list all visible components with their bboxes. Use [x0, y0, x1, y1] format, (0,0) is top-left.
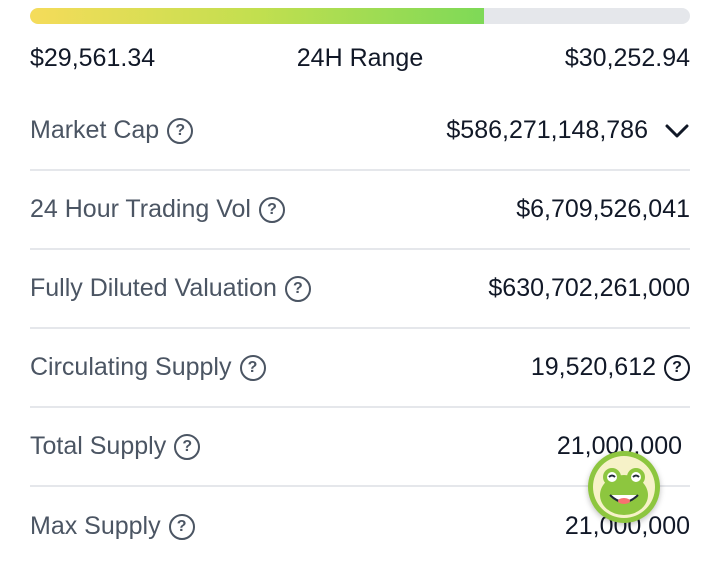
stat-row-max-supply: Max Supply ? 21,000,000: [30, 487, 690, 566]
stat-row-market-cap: Market Cap ? $586,271,148,786: [30, 92, 690, 171]
help-icon[interactable]: ?: [239, 354, 266, 381]
stat-value-group: $630,702,261,000: [488, 274, 690, 303]
help-icon[interactable]: ?: [168, 513, 195, 540]
stat-label-group: 24 Hour Trading Vol ?: [30, 195, 285, 224]
stat-label: Circulating Supply: [30, 353, 232, 381]
chevron-down-icon[interactable]: [664, 122, 690, 140]
stat-value-group: 19,520,612 ?: [531, 353, 690, 382]
stat-label: 24 Hour Trading Vol: [30, 195, 251, 223]
help-icon[interactable]: ?: [174, 433, 201, 460]
stat-value: $586,271,148,786: [446, 116, 648, 144]
stat-label: Market Cap: [30, 116, 160, 144]
range-low-value: $29,561.34: [30, 44, 156, 72]
24h-range-labels: $29,561.34 24H Range $30,252.94: [30, 40, 690, 76]
stat-value: 19,520,612: [530, 353, 656, 381]
stat-row-total-supply: Total Supply ? 21,000,000: [30, 408, 690, 487]
stat-value: $630,702,261,000: [488, 274, 690, 302]
24h-range-bar: [30, 8, 690, 24]
stat-label-group: Circulating Supply ?: [30, 353, 266, 382]
stat-value-group: $6,709,526,041: [516, 195, 690, 224]
gecko-mascot-icon: [589, 452, 659, 522]
stat-row-fdv: Fully Diluted Valuation ? $630,702,261,0…: [30, 250, 690, 329]
stat-label-group: Max Supply ?: [30, 512, 195, 541]
stat-label: Fully Diluted Valuation: [30, 274, 277, 302]
stat-label: Max Supply: [30, 512, 161, 540]
stat-value-group[interactable]: $586,271,148,786: [446, 116, 690, 145]
help-icon[interactable]: ?: [258, 196, 285, 223]
stat-label-group: Market Cap ?: [30, 116, 194, 145]
stat-label-group: Fully Diluted Valuation ?: [30, 274, 311, 303]
range-title: 24H Range: [296, 44, 424, 72]
stat-row-circulating-supply: Circulating Supply ? 19,520,612 ?: [30, 329, 690, 408]
help-icon[interactable]: ?: [284, 275, 311, 302]
help-icon[interactable]: ?: [167, 117, 194, 144]
stats-list: Market Cap ? $586,271,148,786 24 Hour Tr…: [30, 92, 690, 566]
value-help-icon[interactable]: ?: [664, 354, 690, 381]
gecko-mascot-button[interactable]: [588, 451, 660, 523]
24h-range-fill: [30, 8, 485, 24]
range-high-value: $30,252.94: [564, 44, 690, 72]
stat-label-group: Total Supply ?: [30, 432, 201, 461]
stat-label: Total Supply: [30, 432, 167, 460]
stat-row-trading-vol: 24 Hour Trading Vol ? $6,709,526,041: [30, 171, 690, 250]
stat-value: $6,709,526,041: [516, 195, 690, 223]
